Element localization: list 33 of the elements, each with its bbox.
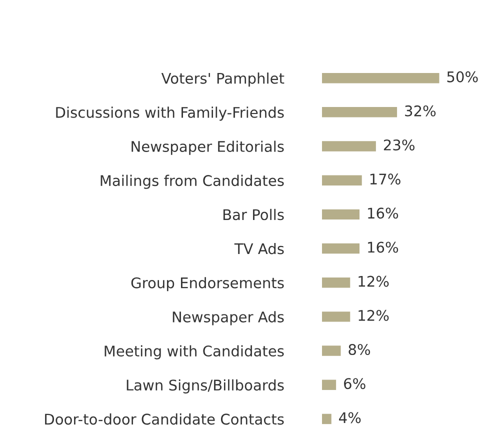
data-label: 4% <box>339 412 361 424</box>
y-tick-label: Group Endorsements <box>131 277 284 292</box>
y-tick-label: Lawn Signs/Billboards <box>126 379 284 394</box>
y-tick-label: Discussions with Family-Friends <box>56 106 284 121</box>
y-tick-label: Voters' Pamphlet <box>161 72 284 87</box>
data-label: 50% <box>447 71 478 82</box>
data-label: 32% <box>405 105 436 116</box>
bar <box>322 380 336 390</box>
bar <box>322 243 360 254</box>
bar <box>322 72 440 84</box>
data-label: 8% <box>348 344 370 356</box>
bar <box>322 175 362 186</box>
y-tick-label: Meeting with Candidates <box>104 345 284 360</box>
bar <box>322 141 376 152</box>
data-label: 23% <box>384 139 414 150</box>
bar <box>322 209 360 220</box>
y-tick-label: Mailings from Candidates <box>100 174 284 189</box>
data-label: 17% <box>370 174 400 185</box>
bar <box>322 107 398 118</box>
data-label: 12% <box>358 310 389 321</box>
data-label: 12% <box>358 276 389 287</box>
data-label: 16% <box>368 242 398 253</box>
y-tick-label: TV Ads <box>234 242 284 254</box>
data-label: 6% <box>344 378 366 390</box>
y-tick-label: Newspaper Ads <box>172 311 284 326</box>
y-tick-label: Door-to-door Candidate Contacts <box>45 413 284 425</box>
bar <box>322 312 350 322</box>
y-tick-label: Newspaper Editorials <box>132 140 284 155</box>
bar <box>322 414 332 424</box>
y-tick-label: Bar Polls <box>223 208 284 220</box>
bar <box>322 277 350 288</box>
bar <box>322 346 341 356</box>
data-label: 16% <box>368 208 398 219</box>
